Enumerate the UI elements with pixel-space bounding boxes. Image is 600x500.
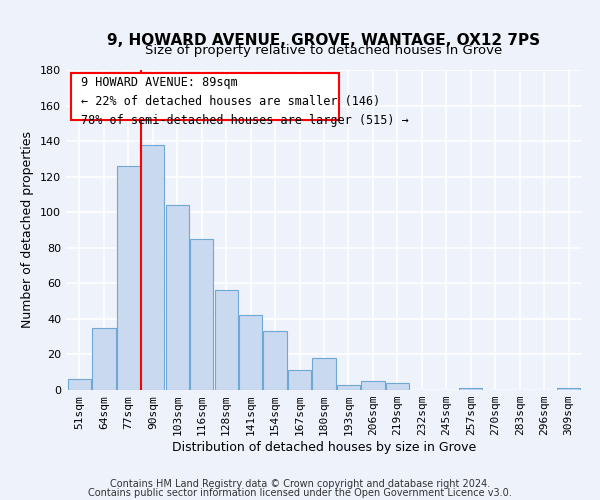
Text: Size of property relative to detached houses in Grove: Size of property relative to detached ho… [145, 44, 503, 57]
Bar [459, 388, 482, 390]
Text: Contains public sector information licensed under the Open Government Licence v3: Contains public sector information licen… [88, 488, 512, 498]
Bar [68, 380, 91, 390]
Bar [386, 383, 409, 390]
Bar [166, 205, 189, 390]
FancyBboxPatch shape [71, 73, 340, 120]
Text: Contains HM Land Registry data © Crown copyright and database right 2024.: Contains HM Land Registry data © Crown c… [110, 479, 490, 489]
Bar [361, 381, 385, 390]
Bar [337, 384, 360, 390]
Y-axis label: Number of detached properties: Number of detached properties [22, 132, 34, 328]
Bar [557, 388, 580, 390]
Title: 9, HOWARD AVENUE, GROVE, WANTAGE, OX12 7PS: 9, HOWARD AVENUE, GROVE, WANTAGE, OX12 7… [107, 33, 541, 48]
Bar [92, 328, 116, 390]
Bar [215, 290, 238, 390]
Bar [239, 316, 262, 390]
Bar [190, 239, 214, 390]
Bar [263, 332, 287, 390]
Bar [288, 370, 311, 390]
X-axis label: Distribution of detached houses by size in Grove: Distribution of detached houses by size … [172, 441, 476, 454]
Bar [313, 358, 335, 390]
Bar [141, 144, 164, 390]
Bar [117, 166, 140, 390]
Text: 9 HOWARD AVENUE: 89sqm
← 22% of detached houses are smaller (146)
78% of semi-de: 9 HOWARD AVENUE: 89sqm ← 22% of detached… [82, 76, 409, 128]
